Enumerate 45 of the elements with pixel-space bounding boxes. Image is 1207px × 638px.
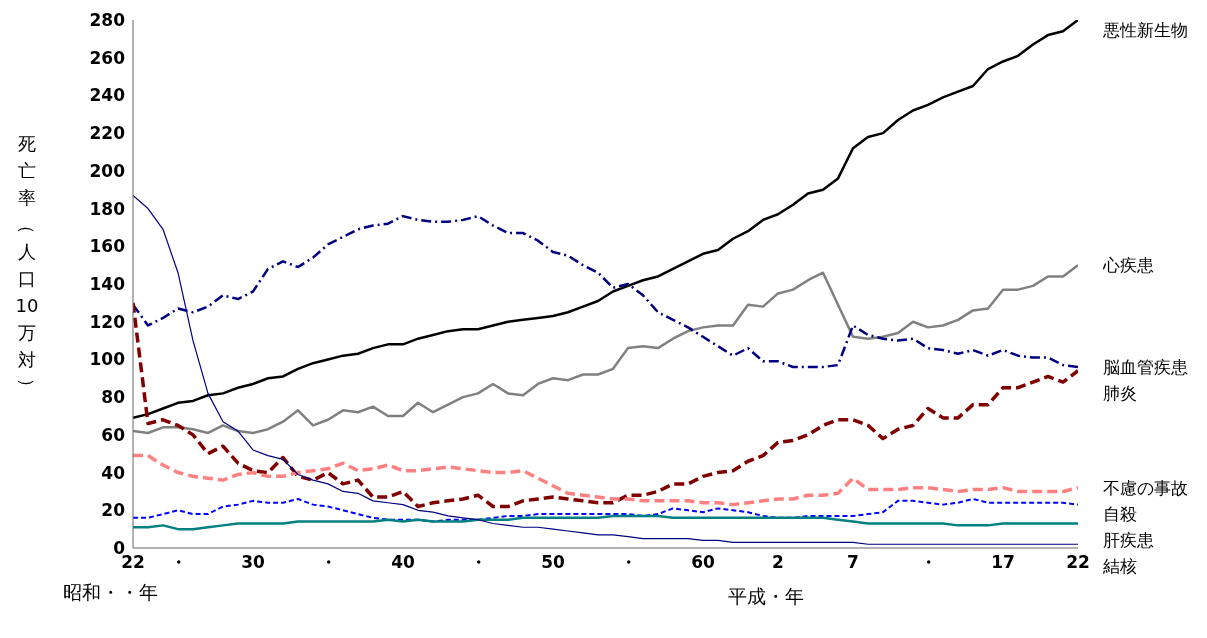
- x-tick-label: ・: [469, 552, 487, 573]
- series-label: 心疾患: [1103, 254, 1154, 277]
- line-series: [133, 301, 1078, 509]
- series-label: 肺炎: [1103, 381, 1137, 404]
- line-series: [133, 194, 1078, 545]
- series-label: 自殺: [1103, 502, 1137, 525]
- x-tick-label: 17: [991, 552, 1015, 573]
- line-series: [133, 453, 1078, 507]
- x-tick-label: 50: [541, 552, 565, 573]
- series-label: 肝疾患: [1103, 528, 1154, 551]
- x-tick-label: ・: [619, 552, 637, 573]
- y-tick-label: 20: [101, 500, 126, 521]
- y-tick-label: 280: [89, 10, 126, 31]
- line-series: [133, 263, 1078, 435]
- series-label: 脳血管疾患: [1103, 355, 1188, 378]
- series-label: 悪性新生物: [1103, 19, 1188, 41]
- y-tick-label: 60: [101, 424, 126, 445]
- y-tick-label: 140: [89, 274, 126, 295]
- x-tick-label: 2: [772, 552, 784, 573]
- line-series: [133, 514, 1078, 531]
- x-tick-label: 7: [847, 552, 859, 573]
- y-tick-label: 220: [89, 123, 126, 144]
- y-tick-label: 160: [89, 236, 126, 257]
- line-series: [133, 20, 1078, 420]
- series-label: 結核: [1103, 554, 1137, 577]
- text: 平成・年: [728, 584, 805, 609]
- y-tick-label: 80: [101, 387, 126, 408]
- y-tick-label: 40: [101, 462, 126, 483]
- x-tick-label: 30: [241, 552, 265, 573]
- y-tick-label: 100: [89, 349, 126, 370]
- x-tick-label: 60: [691, 552, 715, 573]
- x-tick-label: 22: [1066, 552, 1090, 573]
- y-axis-title: 死亡率（人口10万対）: [14, 132, 40, 398]
- y-tick-label: 180: [89, 198, 126, 219]
- x-tick-label: 40: [391, 552, 415, 573]
- x-tick-label: ・: [169, 552, 187, 573]
- y-tick-label: 260: [89, 47, 126, 68]
- y-tick-label: 240: [89, 85, 126, 106]
- x-tick-label: ・: [319, 552, 337, 573]
- series-label: 不慮の事故: [1103, 476, 1188, 499]
- line-series: [133, 497, 1078, 523]
- x-axis-title: 昭和・・年: [63, 580, 158, 605]
- y-tick-label: 120: [89, 311, 126, 332]
- x-tick-label: ・: [919, 552, 937, 573]
- y-tick-label: 200: [89, 160, 126, 181]
